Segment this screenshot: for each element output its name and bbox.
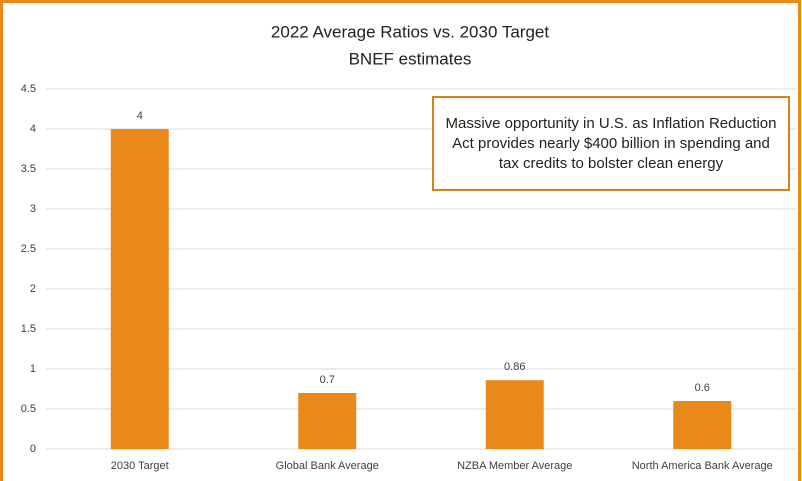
- x-tick-label: North America Bank Average: [632, 460, 773, 472]
- x-tick-label: 2030 Target: [111, 460, 169, 472]
- bar: [673, 401, 732, 449]
- chart-subtitle: BNEF estimates: [349, 49, 472, 68]
- y-tick-label: 2.5: [21, 243, 36, 255]
- value-label: 0.86: [504, 361, 525, 373]
- y-tick-label: 3.5: [21, 163, 36, 175]
- y-tick-label: 4: [30, 123, 36, 135]
- y-tick-label: 4.5: [21, 83, 36, 95]
- y-tick-label: 1: [30, 363, 36, 375]
- y-tick-label: 0: [30, 443, 36, 455]
- bar: [298, 393, 357, 449]
- x-tick-label: Global Bank Average: [276, 460, 379, 472]
- value-label: 4: [137, 110, 143, 122]
- value-label: 0.6: [695, 382, 710, 394]
- y-tick-label: 0.5: [21, 403, 36, 415]
- bar: [110, 129, 169, 449]
- value-label: 0.7: [320, 374, 335, 386]
- bar: [485, 380, 544, 449]
- y-tick-label: 1.5: [21, 323, 36, 335]
- x-tick-label: NZBA Member Average: [457, 460, 572, 472]
- annotation: Massive opportunity in U.S. as Inflation…: [432, 96, 790, 191]
- y-tick-label: 2: [30, 283, 36, 295]
- chart-title: 2022 Average Ratios vs. 2030 Target: [271, 22, 549, 41]
- y-tick-label: 3: [30, 203, 36, 215]
